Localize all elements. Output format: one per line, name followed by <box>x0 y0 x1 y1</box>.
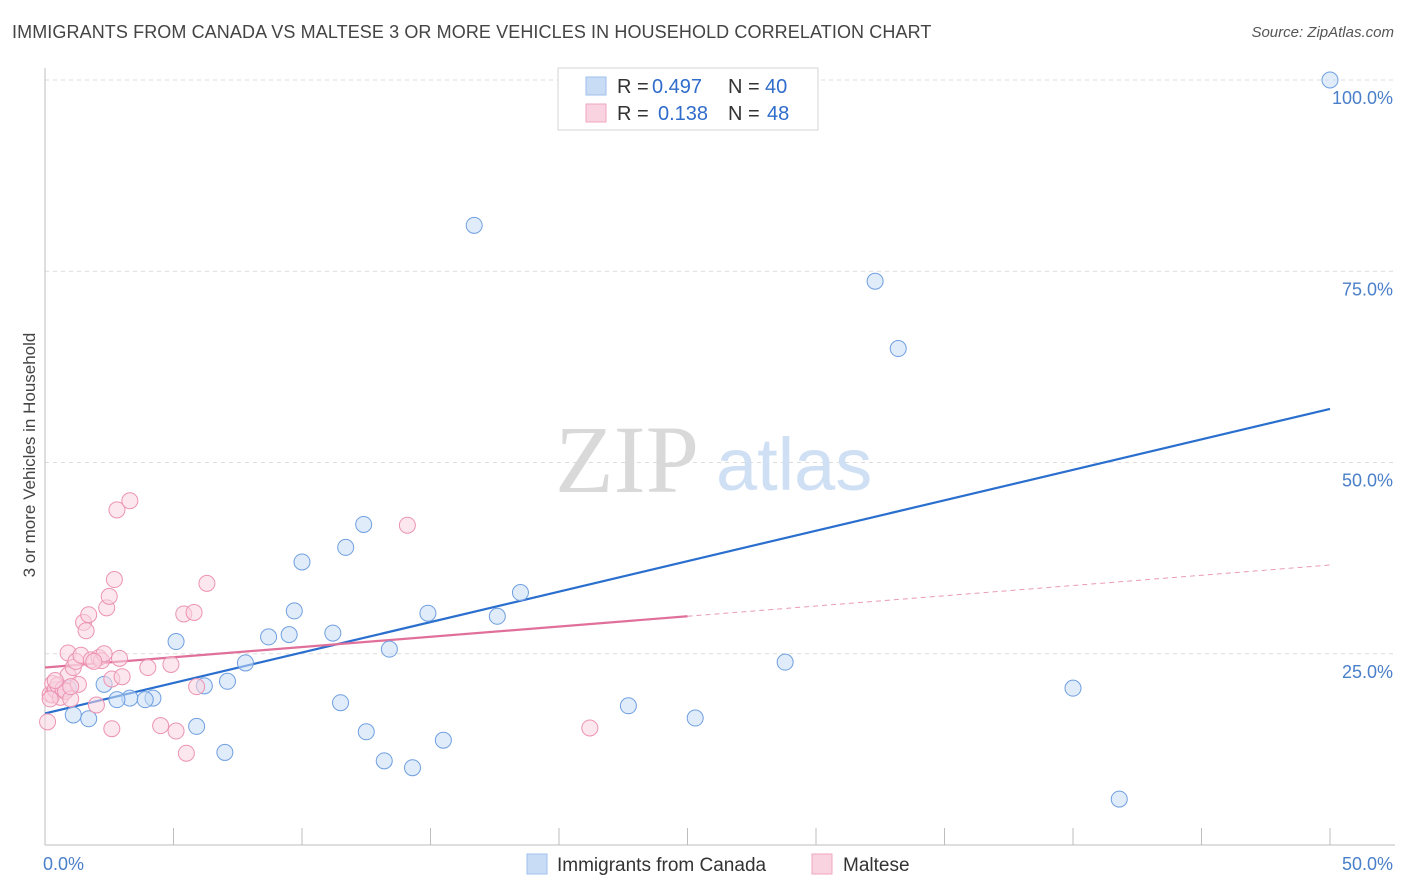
point-maltese-17 <box>77 622 95 640</box>
point-maltese-33 <box>139 659 157 677</box>
watermark-zip: ZIP <box>555 406 699 513</box>
point-canada-15 <box>285 602 303 620</box>
trend-line-1 <box>44 615 688 669</box>
watermark: ZIP atlas <box>555 406 872 513</box>
bottom-legend-swatch-canada <box>526 853 548 875</box>
point-maltese-35 <box>162 655 180 673</box>
point-canada-35 <box>866 272 884 290</box>
point-canada-9 <box>136 691 154 709</box>
point-canada-30 <box>488 607 506 625</box>
point-maltese-44 <box>46 672 64 690</box>
y-tick-label-1: 50.0% <box>1342 471 1393 491</box>
point-canada-37 <box>1064 679 1082 697</box>
bottom-legend-label-maltese: Maltese <box>843 855 910 876</box>
point-canada-20 <box>332 694 350 712</box>
point-canada-26 <box>404 759 422 777</box>
point-canada-23 <box>357 723 375 741</box>
point-canada-31 <box>511 584 529 602</box>
legend-swatch-maltese <box>585 103 607 123</box>
legend-r-value-canada: 0.497 <box>652 76 702 98</box>
point-canada-17 <box>324 624 342 642</box>
x-tick-label-1: 50.0% <box>1342 854 1393 874</box>
point-maltese-42 <box>398 516 416 534</box>
legend-r-label-maltese: R = <box>617 103 649 125</box>
point-canada-38 <box>1110 790 1128 808</box>
point-canada-14 <box>236 654 254 672</box>
point-maltese-32 <box>121 492 139 510</box>
point-canada-33 <box>686 709 704 727</box>
point-maltese-36 <box>167 722 185 740</box>
point-canada-10 <box>188 717 206 735</box>
point-canada-6 <box>108 691 126 709</box>
point-canada-21 <box>293 553 311 571</box>
y-tick-labels: 25.0% 50.0% 75.0% 100.0% <box>1332 88 1393 682</box>
point-canada-18 <box>337 538 355 556</box>
y-axis-label: 3 or more Vehicles in Household <box>20 333 39 578</box>
point-maltese-28 <box>105 571 123 589</box>
y-tick-label-0: 25.0% <box>1342 662 1393 682</box>
point-canada-3 <box>80 710 98 728</box>
source-credit: Source: ZipAtlas.com <box>1251 24 1394 41</box>
point-maltese-39 <box>185 603 203 621</box>
chart-title: IMMIGRANTS FROM CANADA VS MALTESE 3 OR M… <box>12 22 932 42</box>
point-canada-19 <box>280 626 298 644</box>
point-maltese-20 <box>87 696 105 714</box>
legend-n-label-canada: N = <box>728 76 760 98</box>
point-canada-2 <box>64 706 82 724</box>
bottom-legend-label-canada: Immigrants from Canada <box>557 855 767 876</box>
point-canada-36 <box>889 340 907 358</box>
point-maltese-38 <box>177 744 195 762</box>
point-canada-13 <box>218 672 236 690</box>
legend-r-value-maltese: 0.138 <box>658 103 708 125</box>
legend-swatch-canada <box>585 76 607 96</box>
legend-n-value-maltese: 48 <box>767 103 789 125</box>
watermark-atlas: atlas <box>716 423 872 506</box>
data-points <box>39 71 1339 808</box>
x-tick-labels: 0.0% 50.0% <box>43 854 1393 874</box>
legend-n-label-maltese: N = <box>728 103 760 125</box>
point-maltese-46 <box>85 652 103 670</box>
point-maltese-31 <box>113 668 131 686</box>
trend-line-ext-1 <box>687 564 1331 617</box>
trend-lines <box>44 407 1331 715</box>
point-maltese-45 <box>62 678 80 696</box>
point-maltese-25 <box>100 587 118 605</box>
point-maltese-26 <box>103 720 121 738</box>
point-maltese-0 <box>39 713 57 731</box>
point-canada-25 <box>375 752 393 770</box>
y-tick-label-3: 100.0% <box>1332 88 1393 108</box>
point-canada-32 <box>619 697 637 715</box>
gridlines <box>45 79 1395 655</box>
point-maltese-34 <box>152 717 170 735</box>
x-tick-label-0: 0.0% <box>43 854 84 874</box>
point-maltese-47 <box>41 690 59 708</box>
point-canada-24 <box>380 640 398 658</box>
point-canada-34 <box>776 653 794 671</box>
point-canada-28 <box>434 731 452 749</box>
point-maltese-43 <box>581 719 599 737</box>
legend-n-value-canada: 40 <box>765 76 787 98</box>
point-canada-12 <box>216 743 234 761</box>
point-canada-39 <box>1321 71 1339 89</box>
trend-line-0 <box>44 407 1331 715</box>
y-tick-label-2: 75.0% <box>1342 279 1393 299</box>
point-canada-22 <box>260 628 278 646</box>
point-maltese-30 <box>111 649 129 667</box>
point-canada-27 <box>419 604 437 622</box>
legend-r-label-canada: R = <box>617 76 649 98</box>
point-canada-29 <box>465 216 483 234</box>
point-maltese-18 <box>80 606 98 624</box>
point-canada-8 <box>167 633 185 651</box>
point-maltese-40 <box>188 678 206 696</box>
point-maltese-29 <box>108 501 126 519</box>
bottom-legend-swatch-maltese <box>811 853 833 875</box>
bottom-legend: Immigrants from Canada Maltese <box>526 853 910 876</box>
legend: R = 0.497 N = 40 R = 0.138 N = 48 <box>557 67 819 131</box>
point-canada-16 <box>355 515 373 533</box>
point-maltese-41 <box>198 574 216 592</box>
